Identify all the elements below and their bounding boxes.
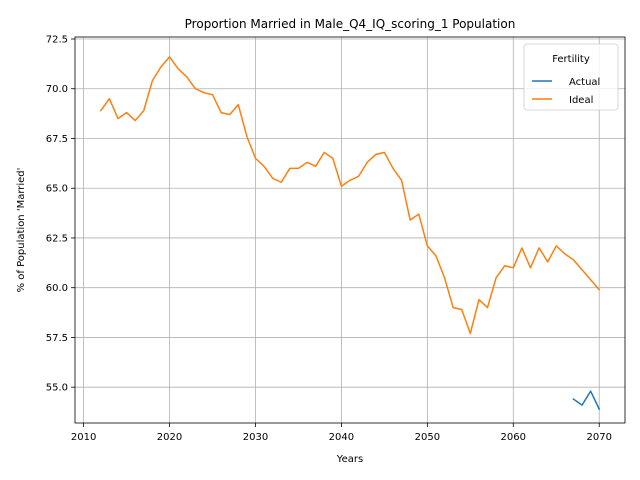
y-tick-label: 55.0: [46, 383, 68, 394]
x-tick-label: 2070: [586, 432, 611, 443]
plot-frame: [74, 36, 626, 424]
legend: Fertility Actual Ideal: [523, 43, 619, 111]
legend-title: Fertility: [552, 54, 590, 65]
series-line-actual: [572, 390, 601, 411]
x-tick-label: 2050: [415, 432, 440, 443]
y-axis-label: % of Population 'Married': [16, 168, 27, 293]
x-tick-label: 2040: [329, 432, 354, 443]
x-tick-label: 2060: [501, 432, 526, 443]
series-line-ideal: [99, 56, 601, 335]
y-tick-label: 62.5: [46, 233, 68, 244]
series-group: [99, 56, 601, 411]
y-tick-label: 70.0: [46, 84, 68, 95]
grid-lines: [75, 37, 625, 423]
y-tick-label: 72.5: [46, 34, 68, 45]
y-tick-label: 57.5: [46, 333, 68, 344]
x-axis: 2010 2020 2030 2040 2050 2060 2070: [71, 423, 612, 443]
x-tick-label: 2010: [71, 432, 96, 443]
legend-label-actual: Actual: [569, 77, 600, 88]
x-tick-label: 2030: [243, 432, 268, 443]
y-tick-label: 65.0: [46, 184, 68, 195]
y-tick-label: 60.0: [46, 283, 68, 294]
y-tick-label: 67.5: [46, 134, 68, 145]
y-axis: 55.0 57.5 60.0 62.5 65.0 67.5 70.0 72.5: [46, 34, 75, 394]
x-axis-label: Years: [336, 454, 363, 465]
chart-title: Proportion Married in Male_Q4_IQ_scoring…: [185, 17, 516, 31]
legend-box: [523, 43, 619, 111]
legend-label-ideal: Ideal: [569, 95, 593, 106]
x-tick-label: 2020: [157, 432, 182, 443]
